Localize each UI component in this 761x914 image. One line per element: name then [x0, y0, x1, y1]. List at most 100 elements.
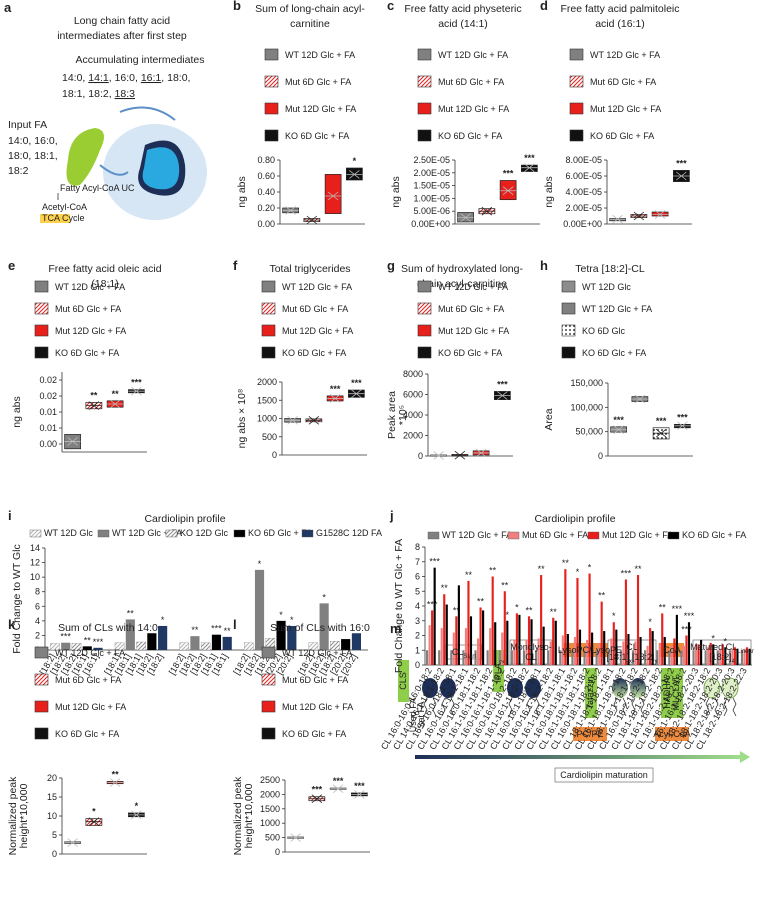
arrow-head: [740, 751, 750, 763]
bar: [736, 648, 739, 665]
bar: [704, 650, 707, 665]
bar: [445, 604, 448, 665]
input-line: 18:2: [8, 165, 29, 177]
significance: ***: [333, 776, 344, 786]
y-tick-label: 0.80: [257, 155, 275, 165]
median-marker: [107, 778, 124, 787]
median-marker: [330, 784, 347, 793]
median-marker: [85, 401, 102, 410]
y-tick-label: 4: [415, 601, 420, 611]
bar: [515, 613, 518, 665]
significance: ***: [524, 153, 535, 163]
label: 18:1, 18:2, 18:3: [62, 88, 135, 100]
bar: [491, 576, 494, 665]
bar: [615, 629, 618, 665]
y-tick-label: 7: [415, 557, 420, 567]
median-marker: [478, 206, 495, 216]
bar: [450, 650, 453, 665]
bar: [125, 619, 135, 650]
y-tick-label: 4.00E-05: [565, 187, 602, 197]
legend-swatch: [561, 346, 576, 359]
significance: *: [711, 633, 715, 643]
y-tick-label: 5: [415, 586, 420, 596]
significance: ***: [621, 568, 632, 578]
legend-label: Mut 12D Glc + FA: [55, 702, 126, 712]
legend-label: Mut 12D Glc + FA: [282, 702, 353, 712]
bar: [670, 645, 673, 665]
significance: *: [322, 592, 326, 602]
bar: [147, 633, 157, 650]
chart-title: acid (14:1): [438, 18, 488, 30]
bar: [455, 616, 458, 665]
y-tick-label: 0.02: [39, 391, 57, 401]
legend-swatch: [417, 75, 432, 88]
bar: [469, 616, 473, 665]
y-tick-label: 3: [415, 616, 420, 626]
y-tick-label: 8.00E-05: [565, 155, 602, 165]
panel-letter: e: [8, 258, 15, 273]
median-marker: [631, 394, 648, 404]
significance: **: [501, 580, 509, 590]
legend-swatch: [261, 700, 276, 713]
bar: [697, 644, 700, 665]
label-part: CoA: [663, 645, 681, 655]
median-marker: [653, 428, 670, 438]
input-line: 18:0, 18:1,: [8, 150, 58, 162]
significance: *: [161, 615, 165, 625]
bar: [554, 620, 557, 665]
median-marker: [473, 448, 490, 458]
bar: [537, 638, 540, 665]
legend-label: Mut 12D Glc + FA: [590, 104, 661, 114]
bar: [489, 628, 492, 665]
bar: [680, 650, 683, 665]
significance: ***: [60, 632, 71, 642]
bar: [627, 634, 630, 665]
significance: **: [477, 596, 485, 606]
y-axis-label: Peak area: [386, 391, 398, 439]
label: Tafazzin: [585, 676, 595, 709]
legend-swatch: [507, 531, 520, 540]
median-marker: [64, 437, 81, 446]
bar: [745, 647, 749, 665]
y-tick-label: 2000: [403, 431, 423, 441]
y-tick-label: 20: [47, 773, 57, 783]
median-marker: [630, 211, 647, 221]
legend-label: KO 6D Glc + FA: [55, 729, 119, 739]
label-part: Cardiolipin maturation: [560, 770, 648, 780]
chart-title: Cardiolipin profile: [534, 513, 615, 525]
y-tick-label: 4000: [403, 410, 423, 420]
bar: [559, 650, 562, 665]
bar: [462, 650, 465, 665]
legend-label: Mut 12D Glc + FA: [55, 326, 126, 336]
y-tick-label: 0.00: [257, 219, 275, 229]
significance: ***: [427, 599, 438, 609]
label-part: iPLA: [493, 663, 503, 682]
legend-label: KO 6D Glc + FA: [582, 348, 646, 358]
y-tick-label: 0: [415, 660, 420, 670]
label-part: Tafazzin: [585, 676, 595, 709]
y-tick-label: 1500: [257, 395, 277, 405]
bar: [578, 629, 582, 665]
bar: [428, 625, 431, 665]
panel-letter: g: [387, 258, 395, 273]
significance: **: [112, 769, 120, 779]
bar: [566, 634, 569, 665]
label-part: Linear: [737, 649, 754, 655]
legend-label: G1528C 12D FA: [316, 528, 382, 538]
bar: [687, 622, 691, 665]
bar: [443, 594, 446, 665]
label-part: CLS: [398, 672, 408, 690]
legend-swatch: [569, 48, 584, 61]
label-part: MLCLAT: [671, 675, 681, 710]
legend-label: Mut 6D Glc + FA: [282, 304, 348, 314]
y-tick-label: 0: [52, 849, 57, 859]
significance: **: [538, 564, 546, 574]
legend-swatch: [264, 102, 279, 115]
chart-title: Tetra [18:2]-CL: [575, 263, 645, 275]
bar: [287, 625, 297, 650]
lipid-heads: [422, 678, 541, 698]
label-part: CL: [525, 652, 537, 662]
legend-label: KO 6D Glc + FA: [438, 131, 502, 141]
chart-title: Sum of long-chain acyl-: [255, 3, 365, 15]
bar: [522, 650, 526, 665]
